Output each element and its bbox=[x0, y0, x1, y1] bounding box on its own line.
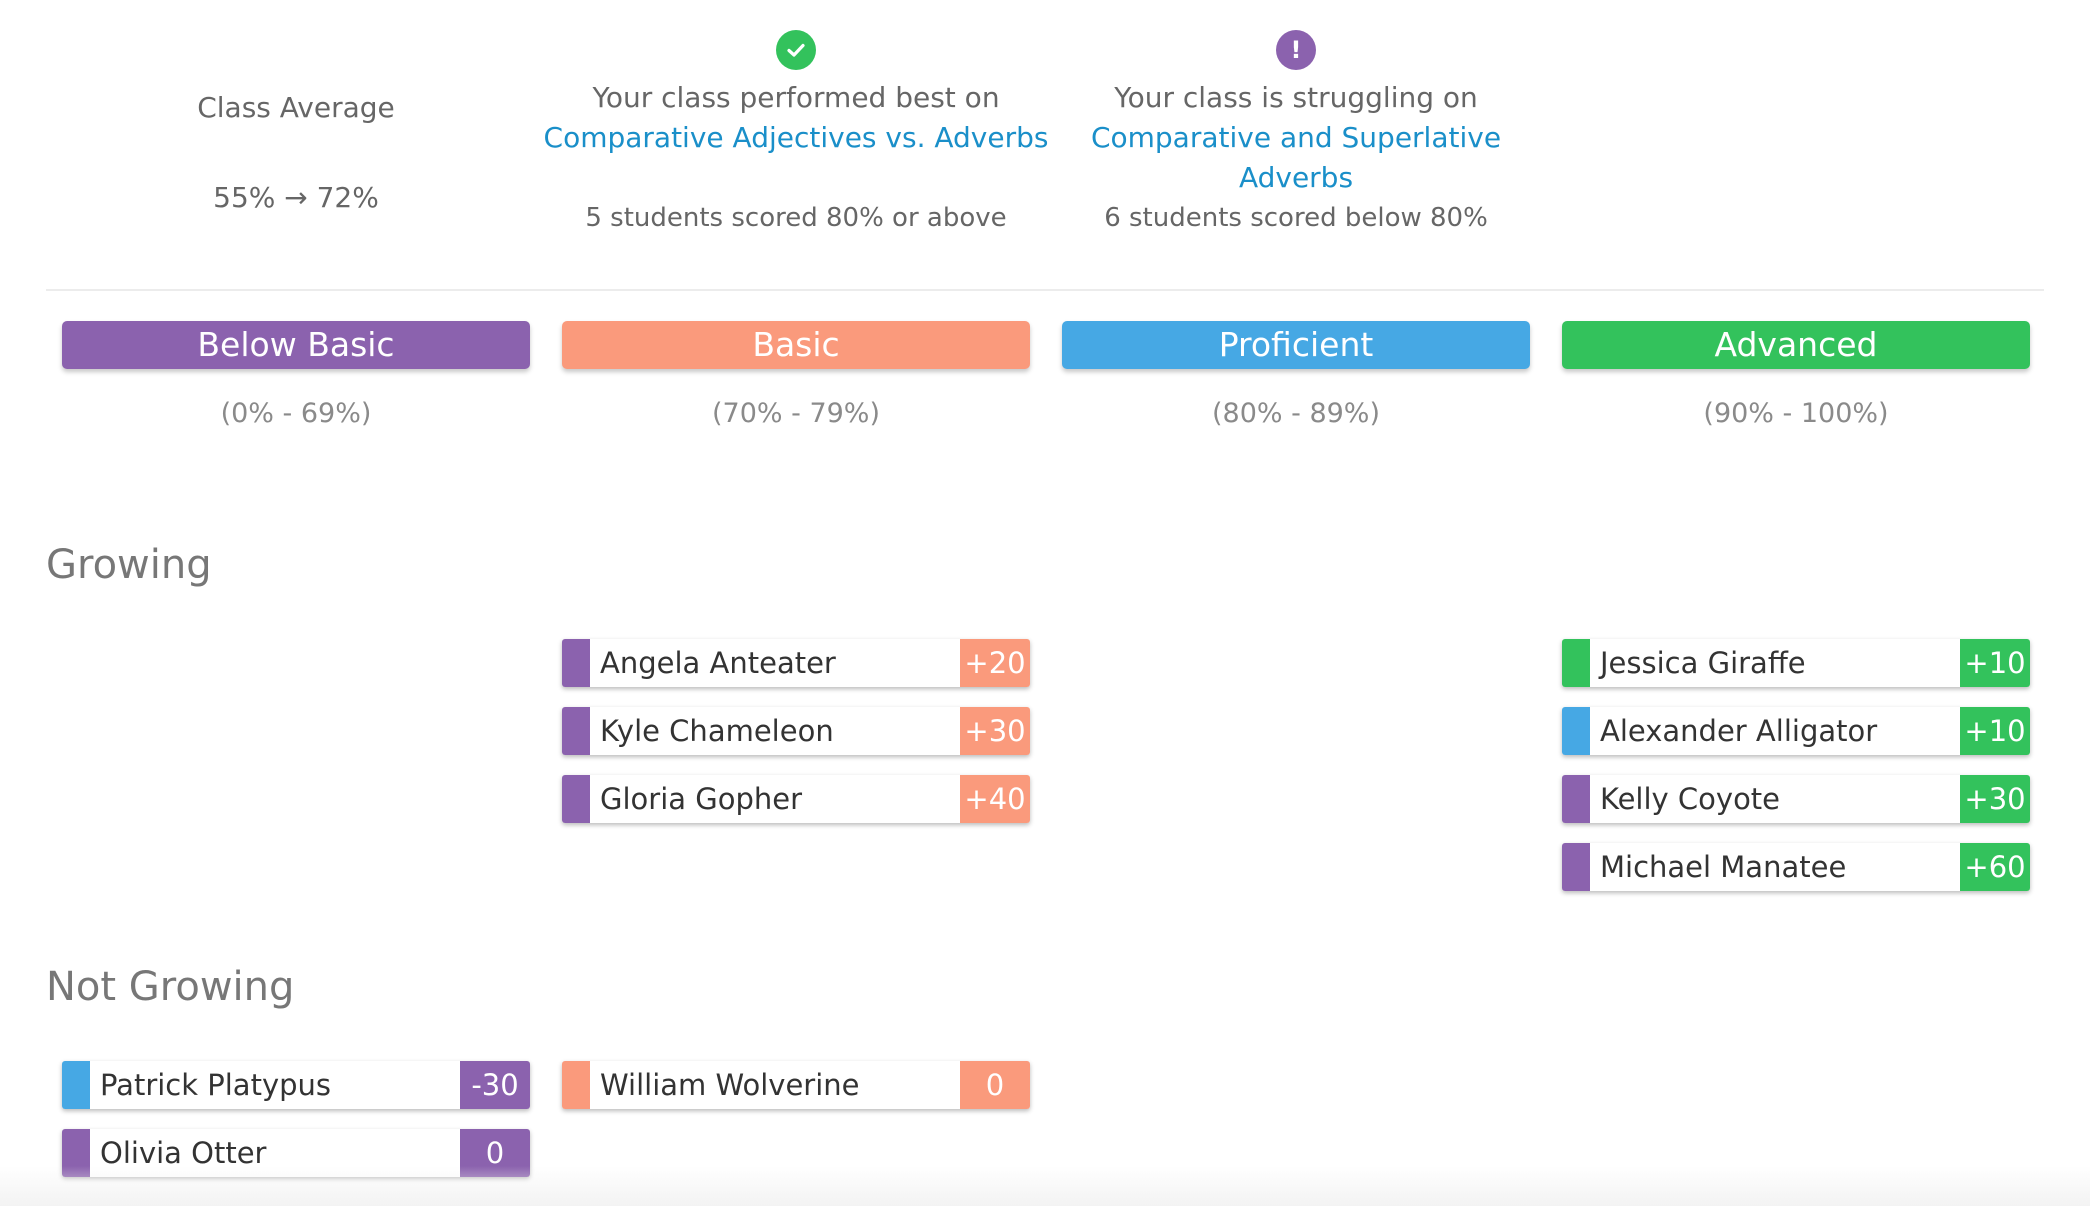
prior-level-stripe bbox=[1562, 639, 1590, 687]
struggling-topic-summary: ! Your class is struggling on Comparativ… bbox=[1076, 30, 1516, 238]
student-card[interactable]: Kelly Coyote +30 bbox=[1562, 775, 2030, 823]
bottom-fade bbox=[0, 1166, 2090, 1206]
prior-level-stripe bbox=[1562, 707, 1590, 755]
student-card[interactable]: William Wolverine 0 bbox=[562, 1061, 1030, 1109]
best-topic-detail: 5 students scored 80% or above bbox=[585, 203, 1007, 233]
student-card[interactable]: Angela Anteater +20 bbox=[562, 639, 1030, 687]
student-name: Kyle Chameleon bbox=[600, 714, 834, 748]
class-average: Class Average 55% → 72% bbox=[96, 88, 496, 218]
prior-level-stripe bbox=[562, 1061, 590, 1109]
level-range-basic: (70% - 79%) bbox=[712, 398, 880, 429]
score-change-badge: +40 bbox=[960, 775, 1030, 823]
class-average-value: 55% → 72% bbox=[213, 181, 379, 214]
prior-level-stripe bbox=[1562, 775, 1590, 823]
student-name: Jessica Giraffe bbox=[1600, 646, 1806, 680]
struggling-topic-text: Your class is struggling on bbox=[1114, 81, 1478, 114]
check-circle-icon bbox=[776, 30, 816, 70]
exclamation-circle-icon: ! bbox=[1276, 30, 1316, 70]
score-change-badge: +30 bbox=[1960, 775, 2030, 823]
summary-divider bbox=[46, 289, 2044, 291]
student-card[interactable]: Patrick Platypus -30 bbox=[62, 1061, 530, 1109]
level-range-below-basic: (0% - 69%) bbox=[220, 398, 372, 429]
prior-level-stripe bbox=[562, 707, 590, 755]
student-name: Gloria Gopher bbox=[600, 782, 803, 816]
student-name: Olivia Otter bbox=[100, 1136, 267, 1170]
level-basic: Basic bbox=[562, 321, 1030, 369]
struggling-topic-detail: 6 students scored below 80% bbox=[1104, 203, 1488, 233]
student-name: Michael Manatee bbox=[1600, 850, 1847, 884]
section-title-growing: Growing bbox=[46, 542, 212, 588]
score-change-badge: +20 bbox=[960, 639, 1030, 687]
student-card[interactable]: Alexander Alligator +10 bbox=[1562, 707, 2030, 755]
prior-level-stripe bbox=[562, 775, 590, 823]
student-card[interactable]: Jessica Giraffe +10 bbox=[1562, 639, 2030, 687]
student-card[interactable]: Kyle Chameleon +30 bbox=[562, 707, 1030, 755]
student-card[interactable]: Michael Manatee +60 bbox=[1562, 843, 2030, 891]
level-range-advanced: (90% - 100%) bbox=[1703, 398, 1889, 429]
score-change-badge: +10 bbox=[1960, 707, 2030, 755]
student-name: Alexander Alligator bbox=[1600, 714, 1878, 748]
struggling-topic-link-line1: Comparative and Superlative bbox=[1090, 121, 1502, 154]
best-topic-link[interactable]: Comparative Adjectives vs. Adverbs bbox=[543, 121, 1049, 154]
score-change-badge: 0 bbox=[960, 1061, 1030, 1109]
score-change-badge: +60 bbox=[1960, 843, 2030, 891]
student-name: Patrick Platypus bbox=[100, 1068, 332, 1102]
section-title-not-growing: Not Growing bbox=[46, 964, 295, 1010]
level-proficient: Proficient bbox=[1062, 321, 1530, 369]
level-below-basic: Below Basic bbox=[62, 321, 530, 369]
struggling-topic-link[interactable]: Comparative and Superlative Adverbs bbox=[1076, 118, 1516, 198]
prior-level-stripe bbox=[62, 1061, 90, 1109]
level-range-proficient: (80% - 89%) bbox=[1212, 398, 1380, 429]
score-change-badge: -30 bbox=[460, 1061, 530, 1109]
student-name: Angela Anteater bbox=[600, 646, 836, 680]
student-card[interactable]: Gloria Gopher +40 bbox=[562, 775, 1030, 823]
student-name: William Wolverine bbox=[600, 1068, 860, 1102]
prior-level-stripe bbox=[1562, 843, 1590, 891]
score-change-badge: +30 bbox=[960, 707, 1030, 755]
best-topic-text: Your class performed best on bbox=[592, 81, 1000, 114]
class-average-label: Class Average bbox=[197, 91, 395, 124]
score-change-badge: +10 bbox=[1960, 639, 2030, 687]
summary-panel: Class Average 55% → 72% Your class perfo… bbox=[0, 0, 2090, 290]
level-advanced: Advanced bbox=[1562, 321, 2030, 369]
best-topic-summary: Your class performed best on Comparative… bbox=[536, 30, 1056, 238]
prior-level-stripe bbox=[562, 639, 590, 687]
struggling-topic-link-line2: Adverbs bbox=[1238, 161, 1354, 194]
student-name: Kelly Coyote bbox=[1600, 782, 1781, 816]
